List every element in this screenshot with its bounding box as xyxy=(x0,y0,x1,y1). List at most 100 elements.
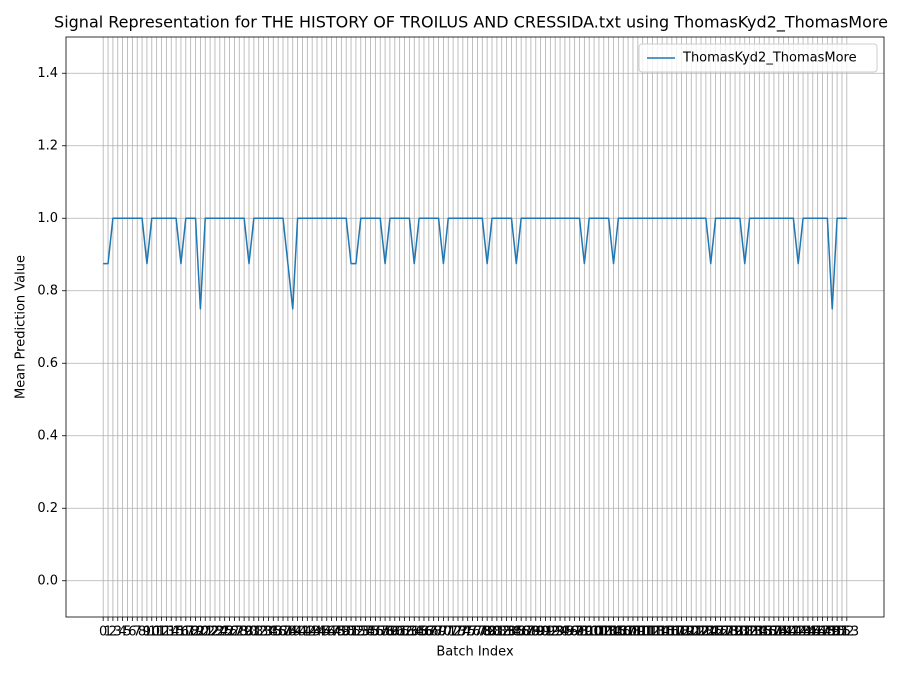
x-tick-label: 101 xyxy=(582,625,607,640)
x-tick-label: 115 xyxy=(650,625,675,640)
x-tick-label: 147 xyxy=(805,625,830,640)
x-tick-label: 10 xyxy=(144,625,161,640)
x-tick-label: 111 xyxy=(630,625,655,640)
x-tick-label: 85 xyxy=(508,625,525,640)
x-tick-label: 15 xyxy=(168,625,185,640)
x-tick-label: 32 xyxy=(250,625,267,640)
x-tick-label: 132 xyxy=(732,625,757,640)
x-tick-label: 103 xyxy=(591,625,616,640)
x-tick-label: 81 xyxy=(489,625,506,640)
x-tick-label: 151 xyxy=(825,625,850,640)
x-tick-label: 49 xyxy=(333,625,350,640)
x-tick-label: 84 xyxy=(503,625,520,640)
x-tick-label: 68 xyxy=(425,625,442,640)
x-tick-label: 12 xyxy=(153,625,170,640)
x-tick-label: 112 xyxy=(635,625,660,640)
x-tick-label: 108 xyxy=(616,625,641,640)
x-tick-label: 95 xyxy=(557,625,574,640)
legend-label: ThomasKyd2_ThomasMore xyxy=(682,51,857,66)
x-tick-label: 120 xyxy=(674,625,699,640)
y-tick-label: 0.0 xyxy=(37,573,58,588)
x-tick-label: 48 xyxy=(328,625,345,640)
x-tick-label: 71 xyxy=(440,625,457,640)
x-tick-label: 140 xyxy=(771,625,796,640)
x-tick-label: 25 xyxy=(216,625,233,640)
x-tick-label: 8 xyxy=(138,625,146,640)
legend-box xyxy=(638,43,878,73)
x-tick-label: 119 xyxy=(669,625,694,640)
x-tick-label: 134 xyxy=(742,625,767,640)
x-tick-label: 69 xyxy=(430,625,447,640)
x-tick-label: 36 xyxy=(270,625,287,640)
x-tick-label: 83 xyxy=(498,625,515,640)
x-tick-label: 137 xyxy=(757,625,782,640)
x-tick-label: 67 xyxy=(421,625,438,640)
x-tick-label: 6 xyxy=(128,625,136,640)
x-tick-label: 130 xyxy=(723,625,748,640)
x-tick-label: 2 xyxy=(109,625,117,640)
data-line xyxy=(103,217,847,310)
x-tick-label: 60 xyxy=(387,625,404,640)
x-tick-label: 110 xyxy=(625,625,650,640)
x-tick-label: 86 xyxy=(513,625,530,640)
x-tick-label: 117 xyxy=(659,625,684,640)
x-tick-label: 79 xyxy=(479,625,496,640)
x-tick-label: 106 xyxy=(606,625,631,640)
x-tick-label: 17 xyxy=(178,625,195,640)
x-tick-label: 127 xyxy=(708,625,733,640)
x-tick-label: 61 xyxy=(391,625,408,640)
x-tick-label: 38 xyxy=(280,625,297,640)
y-tick-label: 0.2 xyxy=(37,501,58,516)
x-tick-label: 138 xyxy=(761,625,786,640)
x-tick-label: 126 xyxy=(703,625,728,640)
x-tick-label: 9 xyxy=(143,625,151,640)
x-tick-label: 118 xyxy=(664,625,689,640)
x-tick-label: 50 xyxy=(338,625,355,640)
x-tick-label: 124 xyxy=(693,625,718,640)
x-tick-label: 7 xyxy=(133,625,141,640)
x-tick-label: 51 xyxy=(343,625,360,640)
x-tick-label: 65 xyxy=(411,625,428,640)
x-tick-label: 107 xyxy=(611,625,636,640)
x-tick-label: 39 xyxy=(284,625,301,640)
x-tick-label: 114 xyxy=(645,625,670,640)
y-tick-label: 1.4 xyxy=(37,66,58,81)
x-tick-label: 72 xyxy=(445,625,462,640)
plot-frame xyxy=(65,36,885,618)
x-tick-label: 1 xyxy=(104,625,112,640)
x-tick-label: 131 xyxy=(727,625,752,640)
x-tick-label: 44 xyxy=(309,625,326,640)
x-tick-label: 77 xyxy=(469,625,486,640)
x-tick-label: 105 xyxy=(601,625,626,640)
x-tick-label: 55 xyxy=(362,625,379,640)
y-tick-label: 0.4 xyxy=(37,428,58,443)
x-tick-label: 149 xyxy=(815,625,840,640)
x-tick-label: 73 xyxy=(450,625,467,640)
y-tick-label: 0.8 xyxy=(37,283,58,298)
x-tick-label: 19 xyxy=(187,625,204,640)
x-tick-label: 56 xyxy=(367,625,384,640)
x-tick-label: 21 xyxy=(197,625,214,640)
x-tick-label: 121 xyxy=(679,625,704,640)
x-tick-label: 128 xyxy=(713,625,738,640)
x-tick-label: 18 xyxy=(182,625,199,640)
x-tick-label: 116 xyxy=(655,625,680,640)
x-tick-label: 13 xyxy=(158,625,175,640)
x-tick-label: 62 xyxy=(396,625,413,640)
x-tick-label: 54 xyxy=(357,625,374,640)
x-tick-label: 98 xyxy=(571,625,588,640)
x-tick-label: 91 xyxy=(537,625,554,640)
x-tick-label: 41 xyxy=(294,625,311,640)
x-tick-label: 40 xyxy=(289,625,306,640)
x-tick-label: 153 xyxy=(834,625,859,640)
x-tick-label: 16 xyxy=(173,625,190,640)
x-tick-label: 37 xyxy=(275,625,292,640)
x-tick-label: 93 xyxy=(547,625,564,640)
x-tick-label: 141 xyxy=(776,625,801,640)
x-tick-label: 27 xyxy=(226,625,243,640)
x-tick-label: 31 xyxy=(246,625,263,640)
x-tick-label: 24 xyxy=(212,625,229,640)
x-tick-label: 22 xyxy=(202,625,219,640)
